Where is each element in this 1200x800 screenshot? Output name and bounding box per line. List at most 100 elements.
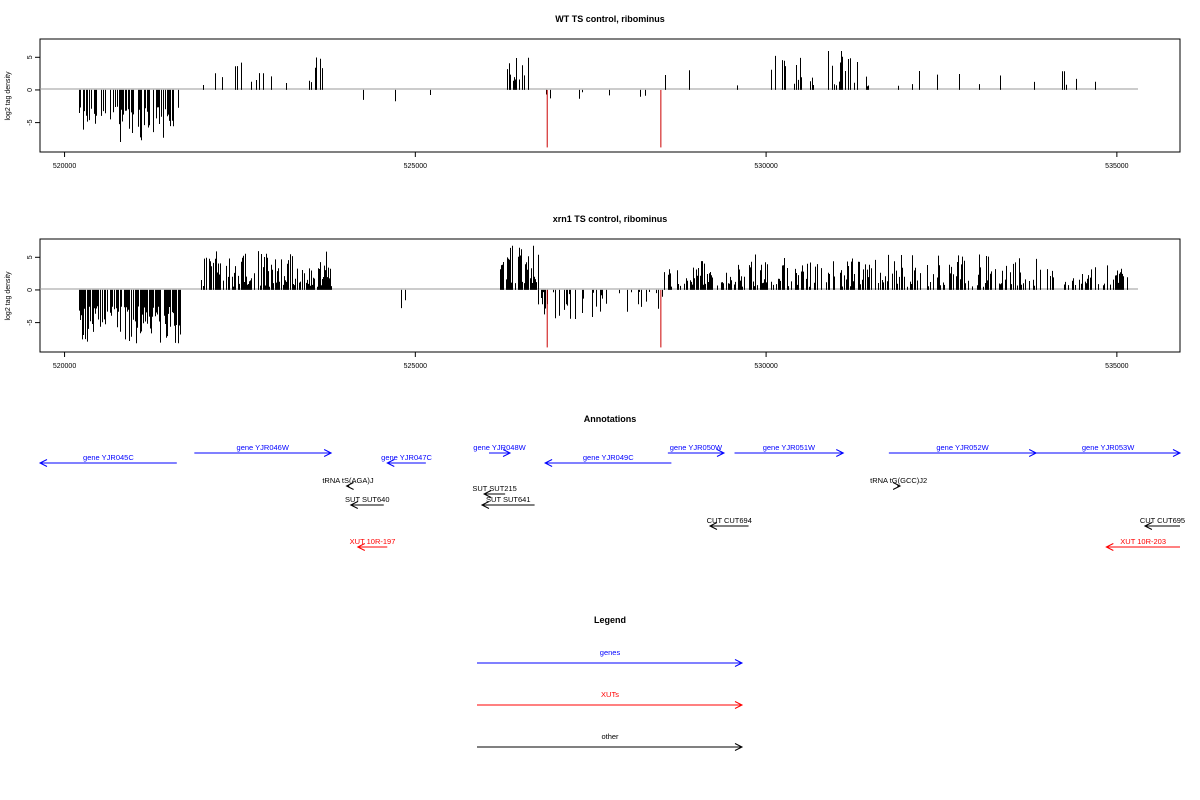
feature-arrow-head: [708, 522, 718, 530]
wt-x-tick-label: 530000: [754, 163, 777, 170]
wt-x-ticks: 520000 525000 530000 535000: [53, 152, 1129, 170]
feature-label: gene YJR049C: [583, 453, 634, 462]
feature-label: CUT CUT695: [1140, 516, 1185, 525]
feature-trna-tg-gcc-j2: tRNA tG(GCC)J2: [870, 476, 927, 490]
feature-label: SUT SUT640: [345, 495, 389, 504]
feature-label: gene YJR053W: [1082, 443, 1135, 452]
feature-label: gene YJR046W: [237, 443, 290, 452]
feature-label: SUT SUT215: [472, 484, 516, 493]
feature-arrow-head: [543, 459, 553, 467]
feature-sut-sut215: SUT SUT215: [472, 484, 517, 498]
feature-xut-10r-203: XUT 10R-203: [1105, 537, 1180, 551]
wt-x-tick-label: 520000: [53, 163, 76, 170]
feature-gene-yjr047c: gene YJR047C: [381, 453, 433, 467]
legend-entry-xuts: XUTs: [477, 690, 744, 709]
wt-bar-segment-0: [79, 89, 179, 142]
xrn1-y-ticks: -5 0 5: [27, 255, 40, 326]
xrn1-density-bars: [79, 245, 1128, 348]
wt-bar-segment-2: [363, 89, 431, 102]
wt-plot-frame: [39, 38, 1181, 153]
wt-density-bars: [79, 51, 1096, 148]
wt-bar-segment-6: [771, 51, 869, 90]
xrn1-bar-segment-1: [201, 251, 332, 290]
legend-title: Legend: [594, 615, 626, 625]
feature-arrow-head: [480, 501, 490, 509]
legend-entries: genes XUTs other: [477, 648, 744, 751]
feature-label: gene YJR052W: [936, 443, 989, 452]
xrn1-bar-segment-6: [749, 254, 1041, 290]
xrn1-y-axis-label: log2 tag density: [5, 271, 12, 321]
wt-y-tick-label: 0: [27, 88, 34, 92]
feature-arrow-head: [38, 459, 48, 467]
feature-arrow-head: [836, 449, 845, 457]
feature-arrow-head: [502, 449, 512, 457]
wt-bar-segment-4: [546, 89, 646, 99]
annotations-title: Annotations: [584, 414, 637, 424]
feature-arrow-head: [1105, 543, 1114, 551]
xrn1-bar-segment-3: [500, 245, 539, 290]
feature-label: tRNA tG(GCC)J2: [870, 476, 927, 485]
xrn1-bar-segment-2: [401, 289, 406, 309]
feature-arrow-head: [482, 490, 492, 498]
wt-y-ticks: -5 0 5: [27, 55, 40, 126]
wt-track-title: WT TS control, ribominus: [555, 14, 665, 24]
feature-label: CUT CUT694: [707, 516, 752, 525]
feature-gene-yjr046w: gene YJR046W: [194, 443, 333, 457]
feature-gene-yjr050w: gene YJR050W: [667, 443, 726, 457]
feature-xut-10r-197: XUT 10R-197: [350, 537, 396, 551]
legend-panel: Legend genes XUTs other: [477, 615, 744, 751]
legend-label: XUTs: [601, 690, 619, 699]
wt-y-tick-label: -5: [27, 119, 34, 125]
feature-label: tRNA tS(AGA)J: [322, 476, 374, 485]
feature-label: gene YJR048W: [473, 443, 526, 452]
feature-arrow-head: [716, 449, 726, 457]
feature-gene-yjr052w: gene YJR052W: [888, 443, 1038, 457]
wt-track-panel: WT TS control, ribominus log2 tag densit…: [5, 14, 1181, 170]
feature-label: gene YJR047C: [381, 453, 432, 462]
feature-arrow-head: [1143, 522, 1153, 530]
feature-label: XUT 10R-203: [1120, 537, 1166, 546]
feature-gene-yjr051w: gene YJR051W: [734, 443, 845, 457]
feature-arrow-head: [349, 501, 359, 509]
wt-bar-segment-8: [1062, 71, 1096, 90]
feature-arrow-head: [356, 543, 366, 551]
xrn1-track-panel: xrn1 TS control, ribominus log2 tag dens…: [5, 214, 1181, 370]
xrn1-x-ticks: 520000 525000 530000 535000: [53, 352, 1129, 370]
xrn1-x-tick-label: 530000: [754, 363, 777, 370]
legend-arrow-head: [734, 701, 744, 709]
legend-label: other: [601, 732, 619, 741]
wt-y-tick-label: 5: [27, 55, 34, 59]
feature-arrow-head: [323, 449, 333, 457]
wt-x-tick-label: 525000: [404, 163, 427, 170]
xrn1-x-tick-label: 520000: [53, 363, 76, 370]
feature-arrow-head: [345, 482, 354, 490]
feature-label: XUT 10R-197: [350, 537, 396, 546]
legend-label: genes: [600, 648, 621, 657]
wt-y-axis-label: log2 tag density: [5, 71, 12, 121]
xrn1-y-tick-label: -5: [27, 319, 34, 325]
xrn1-x-tick-label: 525000: [404, 363, 427, 370]
feature-arrow-head: [892, 482, 902, 490]
feature-label: gene YJR045C: [83, 453, 134, 462]
xrn1-bar-segment-7: [1047, 265, 1128, 290]
feature-arrow-head: [1028, 449, 1038, 457]
xrn1-y-tick-label: 5: [27, 255, 34, 259]
xrn1-x-tick-label: 535000: [1105, 363, 1128, 370]
feature-label: gene YJR050W: [670, 443, 723, 452]
legend-entry-other: other: [477, 732, 744, 751]
feature-cut-cut695: CUT CUT695: [1140, 516, 1185, 530]
feature-sut-sut640: SUT SUT640: [345, 495, 390, 509]
feature-sut-sut641: SUT SUT641: [480, 495, 535, 509]
legend-entry-genes: genes: [477, 648, 744, 667]
legend-arrow-head: [734, 743, 744, 751]
feature-arrow-head: [386, 459, 395, 467]
wt-bar-segment-3: [507, 57, 529, 90]
legend-arrow-head: [734, 659, 744, 667]
annotation-features: gene YJR045C gene YJR046W gene YJR047C gene…: [38, 443, 1185, 551]
xrn1-bar-segment-4: [538, 289, 663, 319]
wt-bar-segment-5: [665, 70, 738, 90]
xrn1-bar-segment-0: [79, 289, 181, 344]
feature-trna-ts-aga-j: tRNA tS(AGA)J: [322, 476, 374, 490]
xrn1-y-tick-label: 0: [27, 288, 34, 292]
